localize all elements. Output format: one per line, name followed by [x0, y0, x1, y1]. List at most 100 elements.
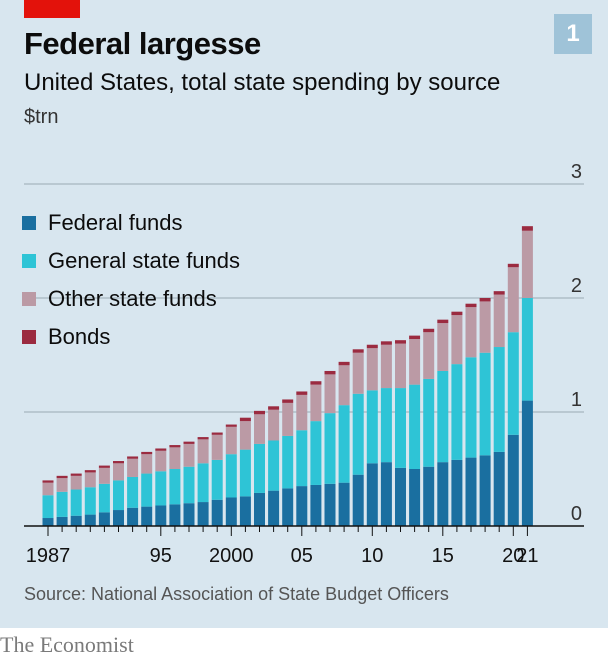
bar-segment — [155, 448, 167, 451]
bar-segment — [113, 510, 124, 526]
legend-item: Federal funds — [22, 204, 240, 242]
bar-segment — [310, 384, 322, 422]
bar-segment — [493, 294, 505, 348]
legend-item: Other state funds — [22, 280, 240, 318]
chart-source: Source: National Association of State Bu… — [24, 584, 449, 604]
bar-segment — [254, 414, 265, 444]
bar-segment — [451, 311, 463, 316]
bar-segment — [56, 516, 68, 526]
bar-segment — [169, 504, 181, 526]
bar-segment — [254, 443, 265, 493]
bar-segment — [84, 487, 96, 515]
bar-segment — [239, 417, 251, 422]
x-tick-label: 15 — [432, 545, 454, 567]
bar-segment — [409, 335, 421, 340]
bar-segment — [282, 402, 294, 436]
bar-segment — [56, 491, 68, 517]
bar-segment — [521, 226, 533, 231]
bar-segment — [127, 476, 139, 508]
bar-segment — [254, 410, 265, 415]
x-tick-label: 21 — [516, 545, 538, 567]
bar-segment — [183, 441, 195, 444]
x-tick-label: 05 — [291, 545, 313, 567]
bar-segment — [155, 471, 167, 506]
bar-segment — [352, 349, 364, 353]
bar-segment — [366, 344, 378, 349]
bar-segment — [254, 492, 265, 526]
bar-segment — [282, 488, 294, 526]
bar-segment — [268, 409, 280, 441]
bar-segment — [141, 473, 153, 507]
bar-segment — [197, 502, 209, 526]
bar-segment — [211, 459, 223, 500]
bar-segment — [84, 514, 96, 526]
bar-segment — [380, 341, 392, 345]
chart-legend: Federal funds General state funds Other st… — [22, 204, 240, 356]
x-tick-label: 20 — [502, 545, 524, 567]
bar-segment — [282, 399, 294, 403]
chart-title: Federal largesse — [24, 26, 261, 61]
bar-segment — [324, 413, 336, 484]
legend-label: Bonds — [48, 324, 111, 349]
bar-segment — [239, 449, 251, 497]
bar-segment — [380, 388, 392, 463]
bar-segment — [42, 518, 54, 526]
bar-segment — [451, 459, 463, 526]
bar-segment — [465, 307, 477, 358]
bar-segment — [338, 482, 350, 526]
legend-label: General state funds — [48, 248, 241, 273]
legend-label: Federal funds — [48, 210, 183, 235]
bar-segment — [169, 469, 181, 505]
bar-segment — [493, 291, 505, 295]
x-tick-label: 10 — [361, 545, 383, 567]
legend-item: General state funds — [22, 242, 240, 280]
bar-segment — [437, 462, 449, 526]
bar-segment — [310, 484, 322, 526]
bar-segment — [437, 323, 449, 371]
bar-segment — [183, 443, 195, 467]
bar-segment — [113, 461, 124, 464]
bar-segment — [507, 267, 519, 333]
bar-segment — [296, 486, 308, 526]
bar-segment — [451, 315, 463, 365]
bar-segment — [225, 497, 237, 526]
bar-segment — [395, 340, 406, 344]
bar-segment — [366, 390, 378, 464]
bar-segment — [113, 480, 124, 511]
y-tick-label: 1 — [571, 389, 582, 411]
bar-segment — [451, 364, 463, 460]
bar-segment — [423, 466, 435, 526]
bar-segment — [239, 421, 251, 450]
bar-segment — [239, 496, 251, 526]
bar-segment — [437, 370, 449, 463]
bar-segment — [296, 391, 308, 395]
bar-segment — [493, 347, 505, 452]
bar-segment — [409, 469, 421, 526]
bar-segment — [324, 374, 336, 414]
x-tick-label: 95 — [150, 545, 172, 567]
bar-segment — [169, 445, 181, 448]
bar-segment — [169, 447, 181, 469]
x-tick-label: 1987 — [26, 545, 71, 567]
bar-segment — [324, 483, 336, 526]
bar-segment — [324, 370, 336, 375]
bar-segment — [70, 475, 82, 490]
bar-segment — [197, 437, 209, 440]
bar-segment — [507, 332, 519, 435]
legend-label: Other state funds — [48, 286, 217, 311]
bar-segment — [423, 332, 435, 379]
bar-segment — [183, 466, 195, 504]
legend-swatch — [22, 216, 36, 230]
bar-segment — [141, 506, 153, 526]
bar-segment — [98, 467, 110, 484]
bar-segment — [465, 357, 477, 458]
bar-segment — [310, 421, 322, 485]
bar-segment — [225, 454, 237, 498]
bar-segment — [521, 230, 533, 298]
bar-segment — [366, 348, 378, 391]
legend-item: Bonds — [22, 318, 240, 356]
bar-segment — [183, 503, 195, 526]
bar-segment — [70, 473, 82, 476]
bar-segment — [296, 394, 308, 431]
bar-segment — [310, 381, 322, 385]
